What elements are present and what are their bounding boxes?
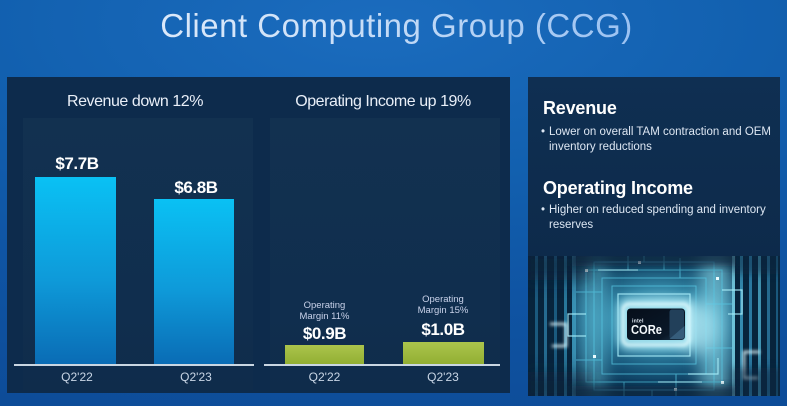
svg-text:intel: intel bbox=[632, 319, 644, 325]
svg-text:CORe: CORe bbox=[631, 322, 662, 337]
